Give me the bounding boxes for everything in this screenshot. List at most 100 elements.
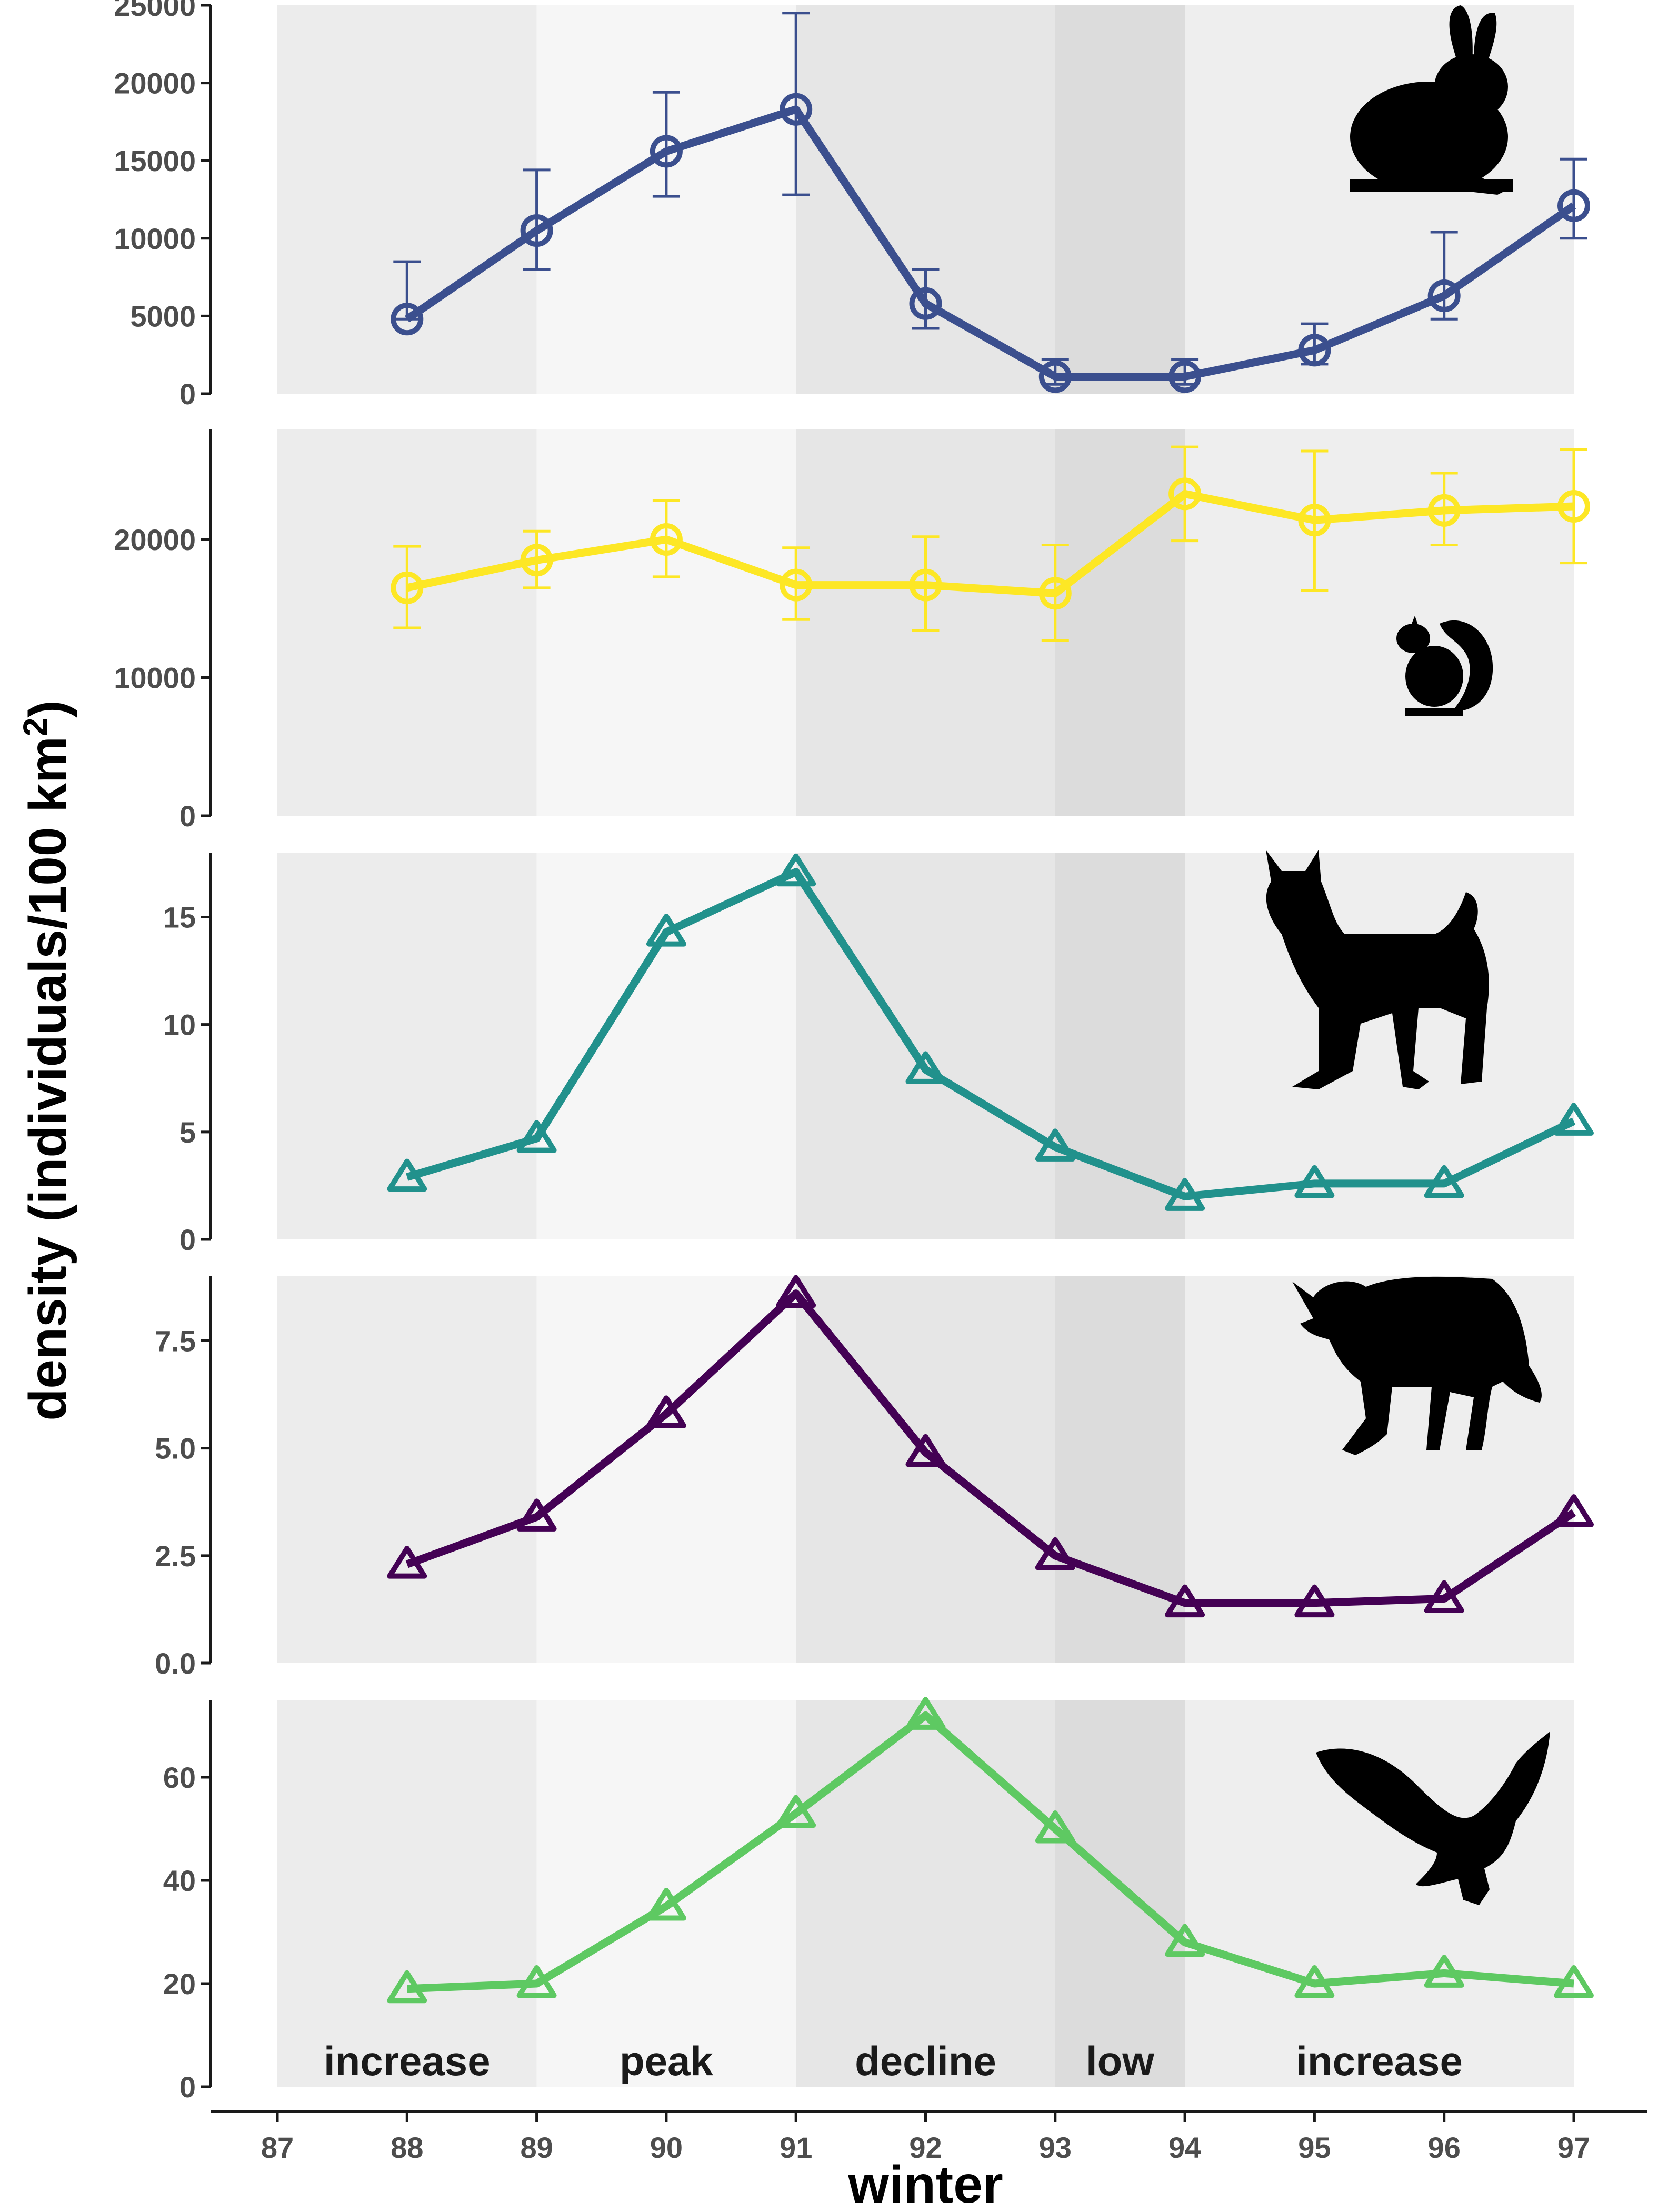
labels: increase peak decline low increase winter dens… [16, 700, 1463, 2212]
phase-band [796, 1276, 1055, 1663]
data-point [1424, 1955, 1464, 1988]
data-point [646, 914, 686, 947]
series-line [406, 868, 1576, 1200]
y-tick-label: 0 [179, 1223, 196, 1256]
y-tick-label: 10000 [114, 222, 196, 255]
y-tick-label: 15 [163, 901, 196, 934]
x-tick-label: 91 [780, 2131, 812, 2164]
data-point [1554, 1494, 1594, 1527]
x-tick-label: 93 [1039, 2131, 1072, 2164]
phase-band [277, 853, 537, 1239]
data-point [520, 214, 553, 247]
y-tick-label: 7.5 [155, 1325, 196, 1358]
y-tick-label: 60 [163, 1761, 196, 1794]
x-tick-label: 87 [261, 2131, 294, 2164]
phase-band [1055, 1276, 1185, 1663]
data-point [1427, 279, 1461, 313]
data-point [1298, 504, 1331, 537]
phase-band [1055, 853, 1185, 1239]
phase-backgrounds [277, 5, 1574, 2087]
data-point [1168, 360, 1202, 393]
phase-band [796, 1700, 1055, 2087]
data-point [1294, 1965, 1335, 1998]
phase-band [1055, 429, 1185, 816]
data-point [1168, 477, 1202, 511]
data-point [776, 853, 816, 887]
data-point [909, 568, 942, 602]
data-point [1165, 1178, 1205, 1211]
phase-band [277, 5, 537, 394]
data-point [1035, 1810, 1075, 1844]
data-point [1554, 1965, 1594, 1998]
axes: 0 5000 10000 15000 20000 25000 0 10000 20000 0 5 10… [114, 0, 1647, 2164]
x-tick-label: 95 [1298, 2131, 1331, 2164]
phase-band [1185, 5, 1574, 394]
data-point [780, 93, 813, 126]
data-point [387, 1546, 427, 1579]
y-tick-label: 0 [179, 799, 196, 833]
data-point [1424, 1165, 1464, 1198]
data-point [516, 1965, 557, 1998]
data-point [1554, 1103, 1594, 1136]
data-point [650, 523, 683, 556]
y-tick-label: 10000 [114, 662, 196, 695]
series [387, 12, 1594, 2004]
data-point [516, 1498, 557, 1532]
squirrel-silhouette-icon [1396, 616, 1493, 716]
data-point [1294, 1584, 1335, 1618]
data-point [391, 303, 424, 336]
phase-label: peak [620, 2038, 713, 2084]
x-tick-label: 90 [650, 2131, 683, 2164]
data-point [391, 571, 424, 604]
data-point [1557, 490, 1590, 523]
data-point [516, 1120, 557, 1153]
phase-band [277, 1700, 537, 2087]
x-tick-label: 94 [1168, 2131, 1201, 2164]
phase-band [1055, 1700, 1185, 2087]
data-point [1035, 1537, 1075, 1570]
y-tick-label: 5.0 [155, 1432, 196, 1465]
data-point [1165, 1924, 1205, 1957]
phase-label: decline [855, 2038, 996, 2084]
y-tick-label: 15000 [114, 144, 196, 177]
y-tick-label: 0 [179, 2070, 196, 2104]
owl-silhouette-icon [1316, 1731, 1550, 1905]
phase-band [1185, 429, 1574, 816]
data-point [646, 1888, 686, 1921]
coyote-silhouette-icon [1292, 1276, 1542, 1455]
data-point [646, 1395, 686, 1428]
phase-band [536, 429, 796, 816]
data-point [776, 1275, 816, 1308]
phase-band [1055, 5, 1185, 394]
series-line [405, 105, 1576, 381]
phase-label: low [1086, 2038, 1154, 2084]
data-point [1298, 334, 1331, 367]
y-tick-label: 5 [179, 1116, 196, 1149]
phase-label: increase [324, 2038, 491, 2084]
phase-band [1185, 853, 1574, 1239]
data-point [905, 1051, 946, 1084]
data-point [780, 568, 813, 602]
data-point [650, 135, 683, 168]
phase-band [536, 5, 796, 394]
series-line [405, 1289, 1576, 1607]
series-line [407, 1711, 1574, 1993]
data-point [520, 544, 553, 577]
y-tick-label: 40 [163, 1864, 196, 1897]
phase-band [796, 853, 1055, 1239]
series-line [406, 489, 1574, 597]
phase-band [536, 1276, 796, 1663]
y-tick-label: 25000 [114, 0, 196, 22]
data-point [905, 1434, 946, 1467]
x-tick-label: 92 [909, 2131, 942, 2164]
x-tick-label: 97 [1557, 2131, 1590, 2164]
data-point [1424, 1580, 1464, 1613]
data-point [1427, 494, 1461, 527]
y-tick-label: 0.0 [155, 1647, 196, 1680]
data-point [1038, 577, 1072, 610]
data-point [1294, 1165, 1335, 1198]
phase-band [277, 1276, 537, 1663]
y-tick-label: 20000 [114, 523, 196, 556]
x-axis-title: winter [847, 2155, 1003, 2209]
